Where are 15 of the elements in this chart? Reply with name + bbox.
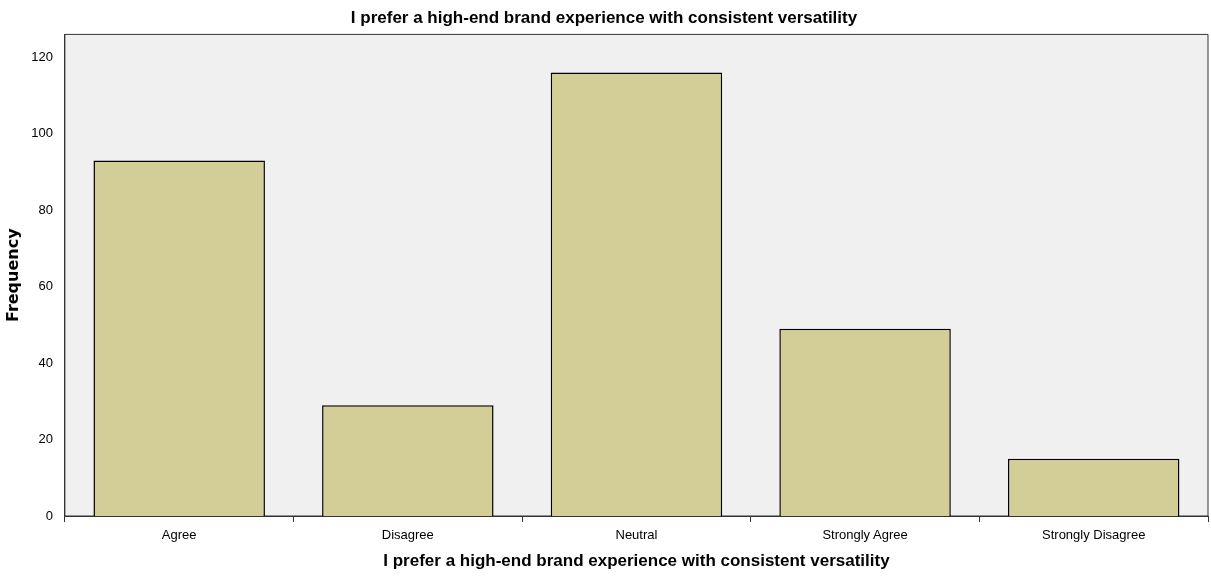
y-axis-title: Frequency [2,227,22,323]
x-tick-label: Disagree [381,527,434,543]
y-tick-label: 20 [38,431,53,447]
x-tick-label: Strongly Disagree [1042,527,1146,543]
y-tick-label: 100 [31,125,53,141]
y-tick-label: 0 [45,507,53,523]
y-tick-label: 120 [31,48,53,64]
x-tick-label: Neutral [615,527,658,543]
y-tick-label: 40 [38,354,53,370]
x-axis-title: I prefer a high-end brand experience with consistent versatility [383,551,891,571]
y-tick-label: 80 [38,201,53,217]
x-tick-label: Strongly Agree [822,527,908,543]
x-tick-label: Agree [161,527,197,543]
y-tick-label: 60 [38,278,53,294]
chart-title: I prefer a high-end brand experience with consistent versatility [350,7,858,27]
